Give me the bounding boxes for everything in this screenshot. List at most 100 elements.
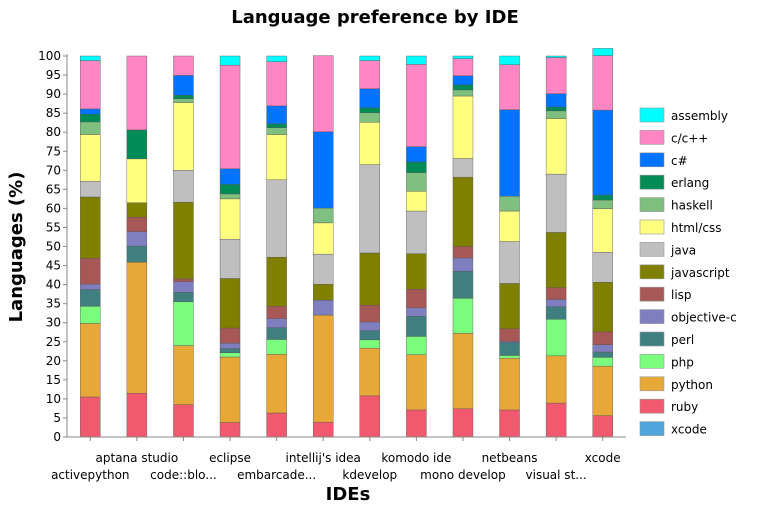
bar-segment [80,108,101,115]
x-tick-label: aptana studio [96,451,179,465]
bar-segment [126,158,148,203]
y-tick-label: 5 [53,411,61,425]
bar-segment [592,344,613,353]
bar-segment [266,318,287,328]
x-tick-label: xcode [585,451,621,465]
bar-segment [266,354,287,414]
bar-segment [219,422,241,438]
bar-stack [80,55,101,438]
bar-segment [219,239,241,279]
bar-segment [173,278,194,282]
bar-segment [406,253,427,290]
legend-swatch [639,286,665,302]
legend-label: erlang [671,176,709,190]
y-axis-title: Languages (%) [6,172,27,323]
bar-segment [545,355,567,404]
legend-item: lisp [639,286,692,302]
bar-segment [266,123,287,128]
bar-segment [499,342,520,356]
bar-segment [80,323,101,398]
bar-segment [219,64,241,169]
bar-stack [545,55,567,438]
bar-stack [173,55,194,438]
bar-segment [359,55,380,61]
y-tick-label: 80 [46,125,61,139]
bar-segment [499,196,520,212]
legend-swatch [639,219,665,235]
legend-item: java [639,242,696,257]
y-tick-label: 75 [46,144,61,158]
bar-segment [406,191,427,212]
bar-segment [80,258,101,285]
bar-stack [313,55,334,438]
bar-segment [452,55,474,59]
y-tick-label: 0 [53,430,61,444]
x-tick-label: kdevelop [342,468,397,482]
bar-segment [173,98,194,103]
bar-segment [359,164,380,254]
bar-segment [219,348,241,353]
bar-segment [80,121,101,135]
bar-segment [592,415,613,438]
bar-segment [406,307,427,317]
bar-segment [359,330,380,341]
legend-item: perl [639,331,694,347]
bar-segment [173,404,194,438]
y-tick-label: 95 [46,68,61,82]
x-tick-label: embarcade... [237,468,316,482]
bar-segment [359,395,380,438]
bars [80,48,613,438]
bar-segment [452,271,474,299]
legend-swatch [639,354,665,369]
bar-segment [592,199,613,209]
legend-swatch [639,242,665,257]
bar-segment [219,343,241,349]
bar-segment [359,107,380,113]
legend-item: objective-c [639,309,737,325]
y-tick-label: 20 [46,354,61,368]
bar-segment [545,110,567,119]
legend-item: python [639,376,713,392]
bar-segment [126,55,148,131]
bar-segment [406,161,427,173]
y-axis: 0 5 10 15 20 25 30 35 40 45 50 55 60 65 70 75 80 85 90 95 10… [38,49,68,444]
bar-segment [80,306,101,324]
bar-segment [545,57,567,94]
bar-segment [545,319,567,357]
bar-segment [452,176,474,247]
bar-segment [545,299,567,307]
y-tick-label: 70 [46,163,61,177]
bar-segment [592,252,613,283]
bar-segment [499,64,520,110]
bar-stack [592,48,613,438]
bar-segment [592,55,613,111]
bar-segment [452,58,474,77]
bar-segment [452,95,474,159]
bar-segment [452,89,474,97]
legend-label: perl [671,333,694,347]
bar-segment [452,298,474,334]
bar-segment [545,93,567,108]
bar-segment [406,288,427,309]
bar-segment [80,55,101,61]
legend-item: assembly [639,107,728,123]
y-tick-label: 55 [46,220,61,234]
bar-segment [173,202,194,280]
bar-segment [545,232,567,288]
bar-segment [126,392,148,438]
bar-segment [266,61,287,107]
bar-segment [173,55,194,76]
bar-segment [266,256,287,307]
bar-segment [219,184,241,195]
bar-segment [452,84,474,91]
bar-segment [173,95,194,99]
legend-swatch [639,264,665,280]
bar-segment [499,328,520,342]
bar-segment [406,336,427,355]
x-tick-label: mono develop [420,468,506,482]
legend-item: haskell [639,197,713,213]
bar-segment [545,118,567,175]
legend-label: python [671,378,713,392]
legend-label: lisp [671,288,692,302]
